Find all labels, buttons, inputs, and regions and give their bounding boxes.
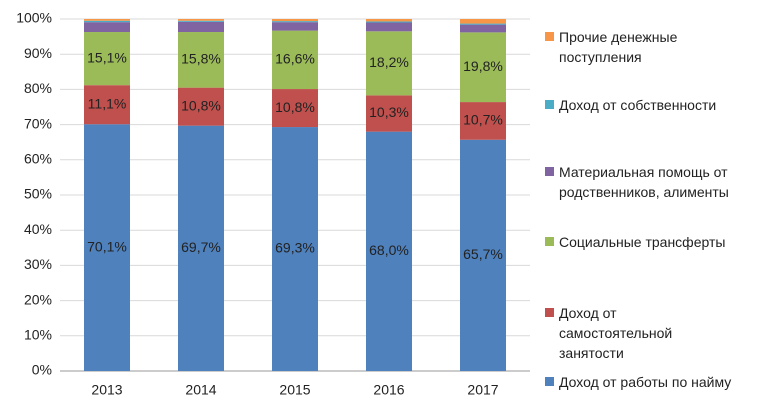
legend-item: Доход от собственности <box>545 95 764 115</box>
data-label: 10,8% <box>275 99 315 115</box>
legend-label: Материальная помощь от родственников, ал… <box>559 164 729 200</box>
y-tick-label: 50% <box>24 186 52 202</box>
legend-item: Доход от работы по найму <box>545 372 764 392</box>
bar-segment <box>84 20 130 23</box>
legend-swatch <box>545 100 554 109</box>
bar-segment <box>366 131 412 371</box>
bar-segment <box>84 19 130 21</box>
bar-segment <box>178 20 224 22</box>
legend-swatch <box>545 167 554 176</box>
data-label: 10,7% <box>463 112 503 128</box>
y-tick-label: 70% <box>24 115 52 131</box>
bar-segment <box>460 32 506 103</box>
data-label: 19,8% <box>463 58 503 74</box>
bar-segment <box>366 31 412 96</box>
data-label: 69,7% <box>181 239 221 255</box>
legend-label: Социальные трансферты <box>559 234 726 250</box>
bar-segment <box>272 30 318 90</box>
bar-segment <box>84 22 130 33</box>
bar-segment <box>272 22 318 31</box>
bar-segment <box>84 85 130 125</box>
bar-segment <box>272 19 318 22</box>
x-tick-label: 2013 <box>91 382 122 398</box>
y-tick-label: 60% <box>24 151 52 167</box>
bar-segment <box>460 19 506 24</box>
y-tick-label: 40% <box>24 221 52 237</box>
legend-item: Доход от самостоятельной занятости <box>545 303 709 363</box>
data-label: 16,6% <box>275 51 315 67</box>
bar-segment <box>460 139 506 371</box>
x-tick-label: 2016 <box>373 382 404 398</box>
bar-segment <box>366 21 412 23</box>
y-tick-label: 90% <box>24 45 52 61</box>
bar-segment <box>366 95 412 132</box>
legend-label: Доход от собственности <box>559 97 717 113</box>
y-tick-label: 20% <box>24 291 52 307</box>
x-tick-label: 2015 <box>279 382 310 398</box>
data-label: 70,1% <box>87 238 127 254</box>
bar-segment <box>178 32 224 88</box>
bar-segment <box>272 89 318 128</box>
x-tick-label: 2014 <box>185 382 216 398</box>
y-tick-label: 100% <box>16 10 52 26</box>
legend-item: Материальная помощь от родственников, ал… <box>545 162 764 202</box>
y-tick-label: 10% <box>24 327 52 343</box>
data-label: 68,0% <box>369 242 409 258</box>
legend-swatch <box>545 32 554 41</box>
bar-segment <box>178 19 224 21</box>
legend-swatch <box>545 377 554 386</box>
data-label: 18,2% <box>369 54 409 70</box>
data-label: 65,7% <box>463 246 503 262</box>
legend-item: Прочие денежные поступления <box>545 27 729 67</box>
bar-segment <box>460 102 506 140</box>
legend-item: Социальные трансферты <box>545 232 764 252</box>
y-tick-label: 0% <box>32 362 52 378</box>
y-tick-label: 30% <box>24 256 52 272</box>
bar-segment <box>84 124 130 371</box>
y-tick-label: 80% <box>24 80 52 96</box>
legend-swatch <box>545 237 554 246</box>
legend-label: Прочие денежные поступления <box>559 29 678 65</box>
bar-segment <box>460 23 506 25</box>
data-label: 15,8% <box>181 51 221 67</box>
legend-swatch <box>545 308 554 317</box>
bar-segment <box>178 125 224 371</box>
bar-segment <box>84 32 130 86</box>
bar-segment <box>366 19 412 22</box>
data-label: 11,1% <box>88 95 127 111</box>
bar-segment <box>272 127 318 372</box>
bar-segment <box>178 21 224 33</box>
data-label: 15,1% <box>87 49 127 65</box>
legend-label: Доход от самостоятельной занятости <box>559 305 673 361</box>
data-label: 10,8% <box>181 97 221 113</box>
bar-segment <box>366 22 412 32</box>
data-label: 69,3% <box>275 240 315 256</box>
legend-label: Доход от работы по найму <box>559 374 732 390</box>
bar-segment <box>272 21 318 23</box>
bar-segment <box>460 24 506 33</box>
bar-segment <box>178 87 224 126</box>
data-label: 10,3% <box>369 104 409 120</box>
x-tick-label: 2017 <box>467 382 498 398</box>
